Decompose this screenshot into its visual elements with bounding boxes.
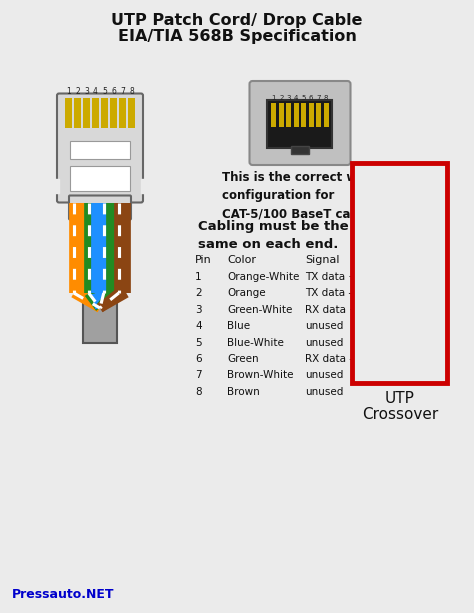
Bar (309, 103, 314, 127)
Text: Pin: Pin (195, 255, 212, 265)
Text: 2: 2 (279, 95, 283, 101)
FancyBboxPatch shape (69, 196, 131, 219)
Text: RX data -: RX data - (305, 354, 353, 364)
Text: 7: 7 (120, 86, 125, 96)
Text: TX data +: TX data + (305, 272, 357, 281)
Text: Blue-White: Blue-White (227, 338, 284, 348)
Polygon shape (141, 178, 151, 192)
Text: 6: 6 (195, 354, 201, 364)
Text: unused: unused (305, 321, 343, 331)
Bar (83, 97, 90, 128)
Text: 1: 1 (195, 272, 201, 281)
Bar (286, 103, 291, 127)
Text: TX data -: TX data - (305, 288, 352, 298)
Text: This is the correct wiring
configuration for
CAT-5/100 BaseT cables.: This is the correct wiring configuration… (222, 171, 388, 220)
Text: 1: 1 (272, 95, 276, 101)
Text: 4: 4 (93, 86, 98, 96)
Text: Orange-White: Orange-White (227, 272, 300, 281)
Text: Signal: Signal (305, 255, 339, 265)
Bar (324, 103, 329, 127)
Bar (83, 288, 117, 343)
FancyBboxPatch shape (57, 94, 143, 202)
Text: UTP Patch Cord/ Drop Cable: UTP Patch Cord/ Drop Cable (111, 13, 363, 28)
Bar (65, 97, 72, 128)
Bar (92, 97, 99, 128)
Text: 5: 5 (301, 95, 306, 101)
Text: Pressauto.NET: Pressauto.NET (12, 588, 115, 601)
Text: UTP: UTP (385, 391, 415, 406)
Text: 2: 2 (75, 86, 80, 96)
Bar (383, 308, 417, 363)
Text: Color: Color (227, 255, 256, 265)
Bar (316, 103, 321, 127)
Text: 2: 2 (195, 288, 201, 298)
Text: 6: 6 (309, 95, 313, 101)
Text: Brown-White: Brown-White (227, 370, 293, 381)
FancyBboxPatch shape (249, 81, 350, 165)
Text: EIA/TIA 568B Specification: EIA/TIA 568B Specification (118, 29, 356, 44)
Bar (294, 103, 299, 127)
Bar (101, 97, 108, 128)
Bar (291, 146, 309, 154)
Text: 3: 3 (84, 86, 89, 96)
Bar (110, 97, 117, 128)
Text: Cabling must be the
same on each end.: Cabling must be the same on each end. (198, 220, 348, 251)
Text: 8: 8 (195, 387, 201, 397)
Text: 8: 8 (324, 95, 328, 101)
Bar (119, 97, 126, 128)
Text: Green-White: Green-White (227, 305, 292, 314)
Bar (301, 103, 306, 127)
Text: 7: 7 (195, 370, 201, 381)
Bar (74, 97, 81, 128)
Text: 8: 8 (129, 86, 134, 96)
Text: 5: 5 (102, 86, 107, 96)
Text: unused: unused (305, 370, 343, 381)
Bar (70, 140, 130, 159)
Text: RX data +: RX data + (305, 305, 358, 314)
Text: 3: 3 (286, 95, 291, 101)
Text: Orange: Orange (227, 288, 265, 298)
Text: unused: unused (305, 387, 343, 397)
Text: 5: 5 (195, 338, 201, 348)
Bar (89, 216, 111, 226)
Text: 3: 3 (195, 305, 201, 314)
Text: 7: 7 (317, 95, 321, 101)
Text: unused: unused (305, 338, 343, 348)
Polygon shape (49, 178, 59, 192)
Text: Blue: Blue (227, 321, 250, 331)
Text: 1: 1 (66, 86, 71, 96)
Bar (279, 103, 284, 127)
Text: 4: 4 (294, 95, 299, 101)
Bar (128, 97, 135, 128)
Bar (353, 163, 447, 383)
Text: 4: 4 (195, 321, 201, 331)
Bar (70, 166, 130, 191)
Bar (267, 100, 332, 148)
Text: Brown: Brown (227, 387, 260, 397)
Text: Green: Green (227, 354, 259, 364)
Text: Crossover: Crossover (362, 407, 438, 422)
Bar (271, 103, 276, 127)
Text: 6: 6 (111, 86, 116, 96)
